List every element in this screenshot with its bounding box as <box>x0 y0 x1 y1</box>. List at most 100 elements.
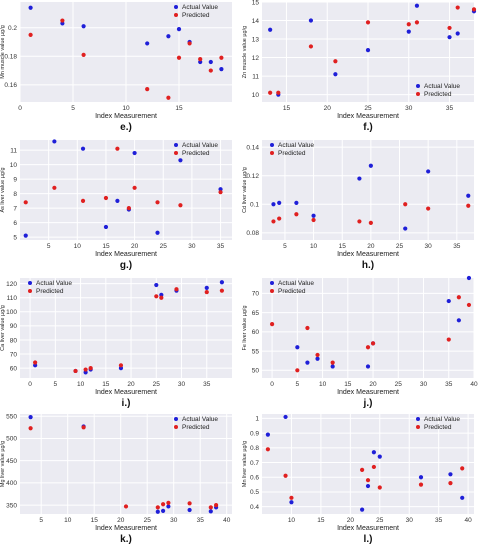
y-tick-label: 550 <box>6 414 17 421</box>
predicted-point <box>447 25 452 31</box>
predicted-point <box>81 52 86 57</box>
legend-label-actual: Actual Value <box>424 83 460 90</box>
predicted-point <box>80 198 86 203</box>
actual-value-point <box>80 146 86 151</box>
actual-value-point <box>23 233 28 238</box>
predicted-point <box>208 505 213 510</box>
actual-value-point <box>219 67 224 72</box>
y-tick-label: 70 <box>10 351 18 358</box>
x-tick-label: 15 <box>317 517 325 524</box>
actual-value-point <box>271 202 276 207</box>
legend-marker-actual <box>416 84 420 88</box>
actual-value-point <box>187 507 192 513</box>
plot-area <box>20 140 232 240</box>
legend-label-actual: Actual Value <box>182 416 218 423</box>
predicted-point <box>145 87 150 92</box>
y-tick-label: 400 <box>6 480 17 487</box>
predicted-point <box>365 345 371 350</box>
predicted-point <box>214 503 219 508</box>
chart-panel: 0 5 10 15 0.16 0.18 0.2 Index Measurement Mn mus… <box>0 2 232 133</box>
y-axis-label: Mn muscle value µg/g <box>0 25 6 79</box>
legend-label-predicted: Predicted <box>424 424 452 431</box>
panel-label: i.) <box>122 398 131 409</box>
actual-value-point <box>145 41 150 46</box>
x-axis-label: Index Measurement <box>95 251 157 258</box>
x-tick-label: 40 <box>223 517 231 524</box>
predicted-point <box>81 425 86 430</box>
actual-value-point <box>28 415 33 420</box>
actual-value-point <box>377 454 382 459</box>
panel-label: j.) <box>363 398 373 409</box>
y-tick-label: 60 <box>10 365 18 372</box>
predicted-point <box>198 57 203 62</box>
x-tick-label: 5 <box>296 381 300 388</box>
actual-value-point <box>219 280 225 285</box>
y-axis-label: Fe liver value µg/g <box>242 305 248 350</box>
predicted-point <box>132 185 137 190</box>
predicted-point <box>208 68 213 73</box>
predicted-point <box>28 32 33 37</box>
x-tick-label: 15 <box>339 243 347 250</box>
y-tick-label: 70 <box>252 291 260 298</box>
x-tick-label: 35 <box>203 381 211 388</box>
legend-label-predicted: Predicted <box>36 288 64 295</box>
x-tick-label: 5 <box>39 517 43 524</box>
actual-value-point <box>115 198 120 203</box>
y-tick-label: 0.08 <box>246 230 259 237</box>
legend-marker-predicted <box>416 92 420 96</box>
x-tick-label: 20 <box>347 517 355 524</box>
y-tick-label: 1 <box>255 416 259 423</box>
predicted-point <box>371 464 376 470</box>
legend-marker-predicted <box>28 289 32 293</box>
y-tick-label: 100 <box>6 309 17 316</box>
y-tick-label: 55 <box>252 348 260 355</box>
panel-label: g.) <box>120 260 132 271</box>
actual-value-point <box>154 282 159 288</box>
x-tick-label: 20 <box>117 517 125 524</box>
legend-label-predicted: Predicted <box>278 150 306 157</box>
actual-value-point <box>333 72 338 77</box>
x-tick-label: 40 <box>470 381 478 388</box>
y-tick-label: 10 <box>252 92 260 99</box>
actual-value-point <box>448 472 453 477</box>
legend-marker-predicted <box>174 151 178 155</box>
legend-marker-actual <box>174 143 178 147</box>
predicted-point <box>204 289 209 295</box>
actual-value-point <box>426 169 431 174</box>
y-tick-label: 9 <box>13 176 17 183</box>
actual-value-point <box>277 200 282 205</box>
predicted-point <box>219 55 224 60</box>
predicted-point <box>178 203 183 208</box>
x-axis-label: Index Measurement <box>337 251 399 258</box>
actual-value-point <box>414 3 420 8</box>
x-tick-label: 30 <box>188 243 196 250</box>
predicted-point <box>448 481 453 486</box>
y-axis-label: Ca liver value µg/g <box>0 305 6 351</box>
actual-value-point <box>132 150 137 156</box>
x-tick-label: 25 <box>364 105 372 112</box>
panel-label: e.) <box>120 122 132 133</box>
x-tick-label: 10 <box>77 381 85 388</box>
y-tick-label: 15 <box>252 0 260 6</box>
y-tick-label: 12 <box>252 55 260 62</box>
x-tick-label: 25 <box>153 381 161 388</box>
y-tick-label: 7 <box>13 205 17 212</box>
y-tick-label: 13 <box>252 36 260 43</box>
y-tick-label: 450 <box>6 458 17 465</box>
predicted-point <box>360 467 365 472</box>
predicted-point <box>268 90 273 95</box>
x-axis-label: Index Measurement <box>95 525 157 532</box>
predicted-point <box>159 295 164 300</box>
x-tick-label: 10 <box>122 105 130 112</box>
predicted-point <box>271 219 276 224</box>
y-tick-label: 65 <box>252 310 260 317</box>
y-axis-label: Cd liver value µg/g <box>242 167 248 213</box>
y-tick-label: 0.6 <box>250 475 259 482</box>
legend-marker-predicted <box>270 151 274 155</box>
x-tick-label: 10 <box>319 381 327 388</box>
actual-value-point <box>466 193 471 198</box>
actual-value-point <box>295 345 300 350</box>
